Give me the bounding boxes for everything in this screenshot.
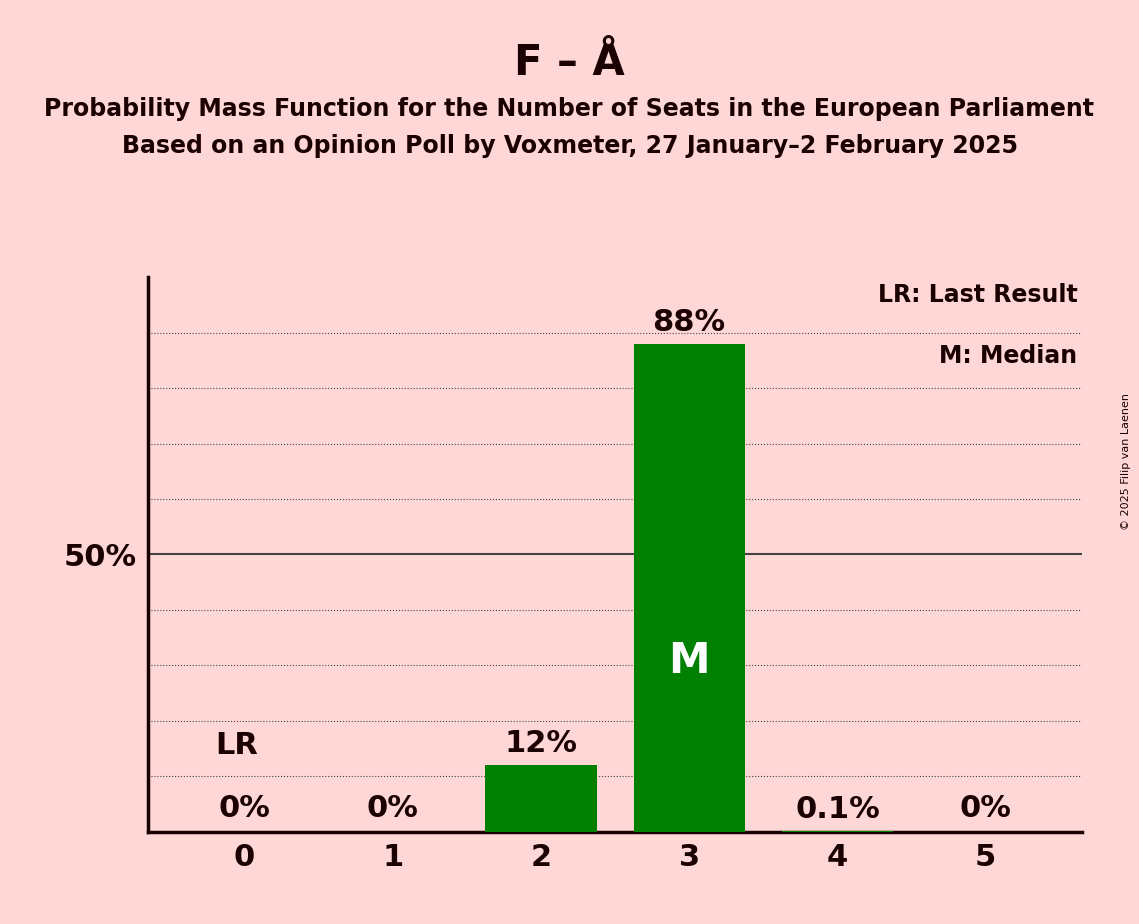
Text: M: Median: M: Median [940,344,1077,368]
Text: 0%: 0% [960,795,1011,823]
Text: LR: Last Result: LR: Last Result [878,283,1077,307]
Bar [485,765,597,832]
Bar [633,344,745,832]
Text: 0%: 0% [219,795,270,823]
Text: Probability Mass Function for the Number of Seats in the European Parliament: Probability Mass Function for the Number… [44,97,1095,121]
Text: M: M [669,639,710,682]
Text: Based on an Opinion Poll by Voxmeter, 27 January–2 February 2025: Based on an Opinion Poll by Voxmeter, 27… [122,134,1017,158]
Text: © 2025 Filip van Laenen: © 2025 Filip van Laenen [1121,394,1131,530]
Text: LR: LR [215,731,259,760]
Text: 0%: 0% [367,795,419,823]
Text: 0.1%: 0.1% [795,796,879,824]
Text: 12%: 12% [505,729,577,759]
Text: F – Å: F – Å [514,42,625,83]
Text: 88%: 88% [653,308,726,337]
